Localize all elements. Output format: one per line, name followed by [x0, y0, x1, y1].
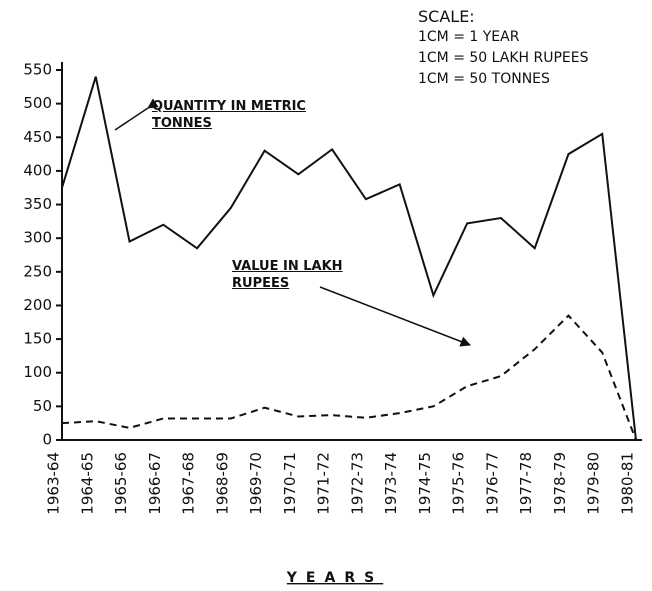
- y-tick-label: 250: [23, 262, 52, 280]
- leader: [114, 98, 159, 131]
- y-tick-label: 50: [33, 397, 52, 415]
- leader: [319, 286, 471, 347]
- y-tick-label: 100: [23, 363, 52, 381]
- y-tick-label: 400: [23, 161, 52, 179]
- x-tick-label: 1964-65: [78, 452, 96, 515]
- x-tick-label: 1980-81: [619, 452, 637, 515]
- y-tick-label: 500: [23, 94, 52, 112]
- x-tick-label: 1968-69: [213, 452, 231, 515]
- x-tick-label: 1963-64: [45, 452, 63, 515]
- x-tick-label: 1976-77: [483, 452, 501, 515]
- x-tick-label: 1978-79: [551, 452, 569, 515]
- y-tick-label: 550: [23, 61, 52, 79]
- y-tick-label: 0: [42, 431, 52, 449]
- x-tick-label: 1974-75: [416, 452, 434, 515]
- series-label: VALUE IN LAKH RUPEES: [232, 259, 343, 291]
- y-tick-label: 450: [23, 128, 52, 146]
- scale-title: SCALE:: [418, 7, 475, 26]
- x-tick-label: 1979-80: [585, 452, 603, 515]
- x-tick-label: 1975-76: [450, 452, 468, 515]
- x-tick-label: 1967-68: [180, 452, 198, 515]
- y-tick-label: 150: [23, 330, 52, 348]
- x-tick-label: 1971-72: [315, 452, 333, 515]
- scale-line: 1CM = 50 LAKH RUPEES: [418, 50, 589, 66]
- scale-note: SCALE: 1CM = 1 YEAR 1CM = 50 LAKH RUPEES…: [418, 6, 589, 90]
- scale-line: 1CM = 50 TONNES: [418, 71, 550, 87]
- x-tick-label: 1969-70: [247, 452, 265, 515]
- scale-line: 1CM = 1 YEAR: [418, 29, 520, 45]
- x-tick-label: 1972-73: [348, 452, 366, 515]
- y-tick-label: 200: [23, 296, 52, 314]
- series-label: QUANTITY IN METRIC TONNES: [152, 99, 306, 131]
- x-tick-label: 1970-71: [281, 452, 299, 515]
- y-tick-label: 350: [23, 195, 52, 213]
- x-tick-label: 1966-67: [146, 452, 164, 515]
- x-axis-label: YEARS: [286, 570, 383, 586]
- series-line: [61, 76, 637, 441]
- series-line: [61, 314, 637, 441]
- x-tick-label: 1977-78: [517, 452, 535, 515]
- x-tick-label: 1973-74: [382, 452, 400, 515]
- x-tick-label: 1965-66: [112, 452, 130, 515]
- y-tick-label: 300: [23, 229, 52, 247]
